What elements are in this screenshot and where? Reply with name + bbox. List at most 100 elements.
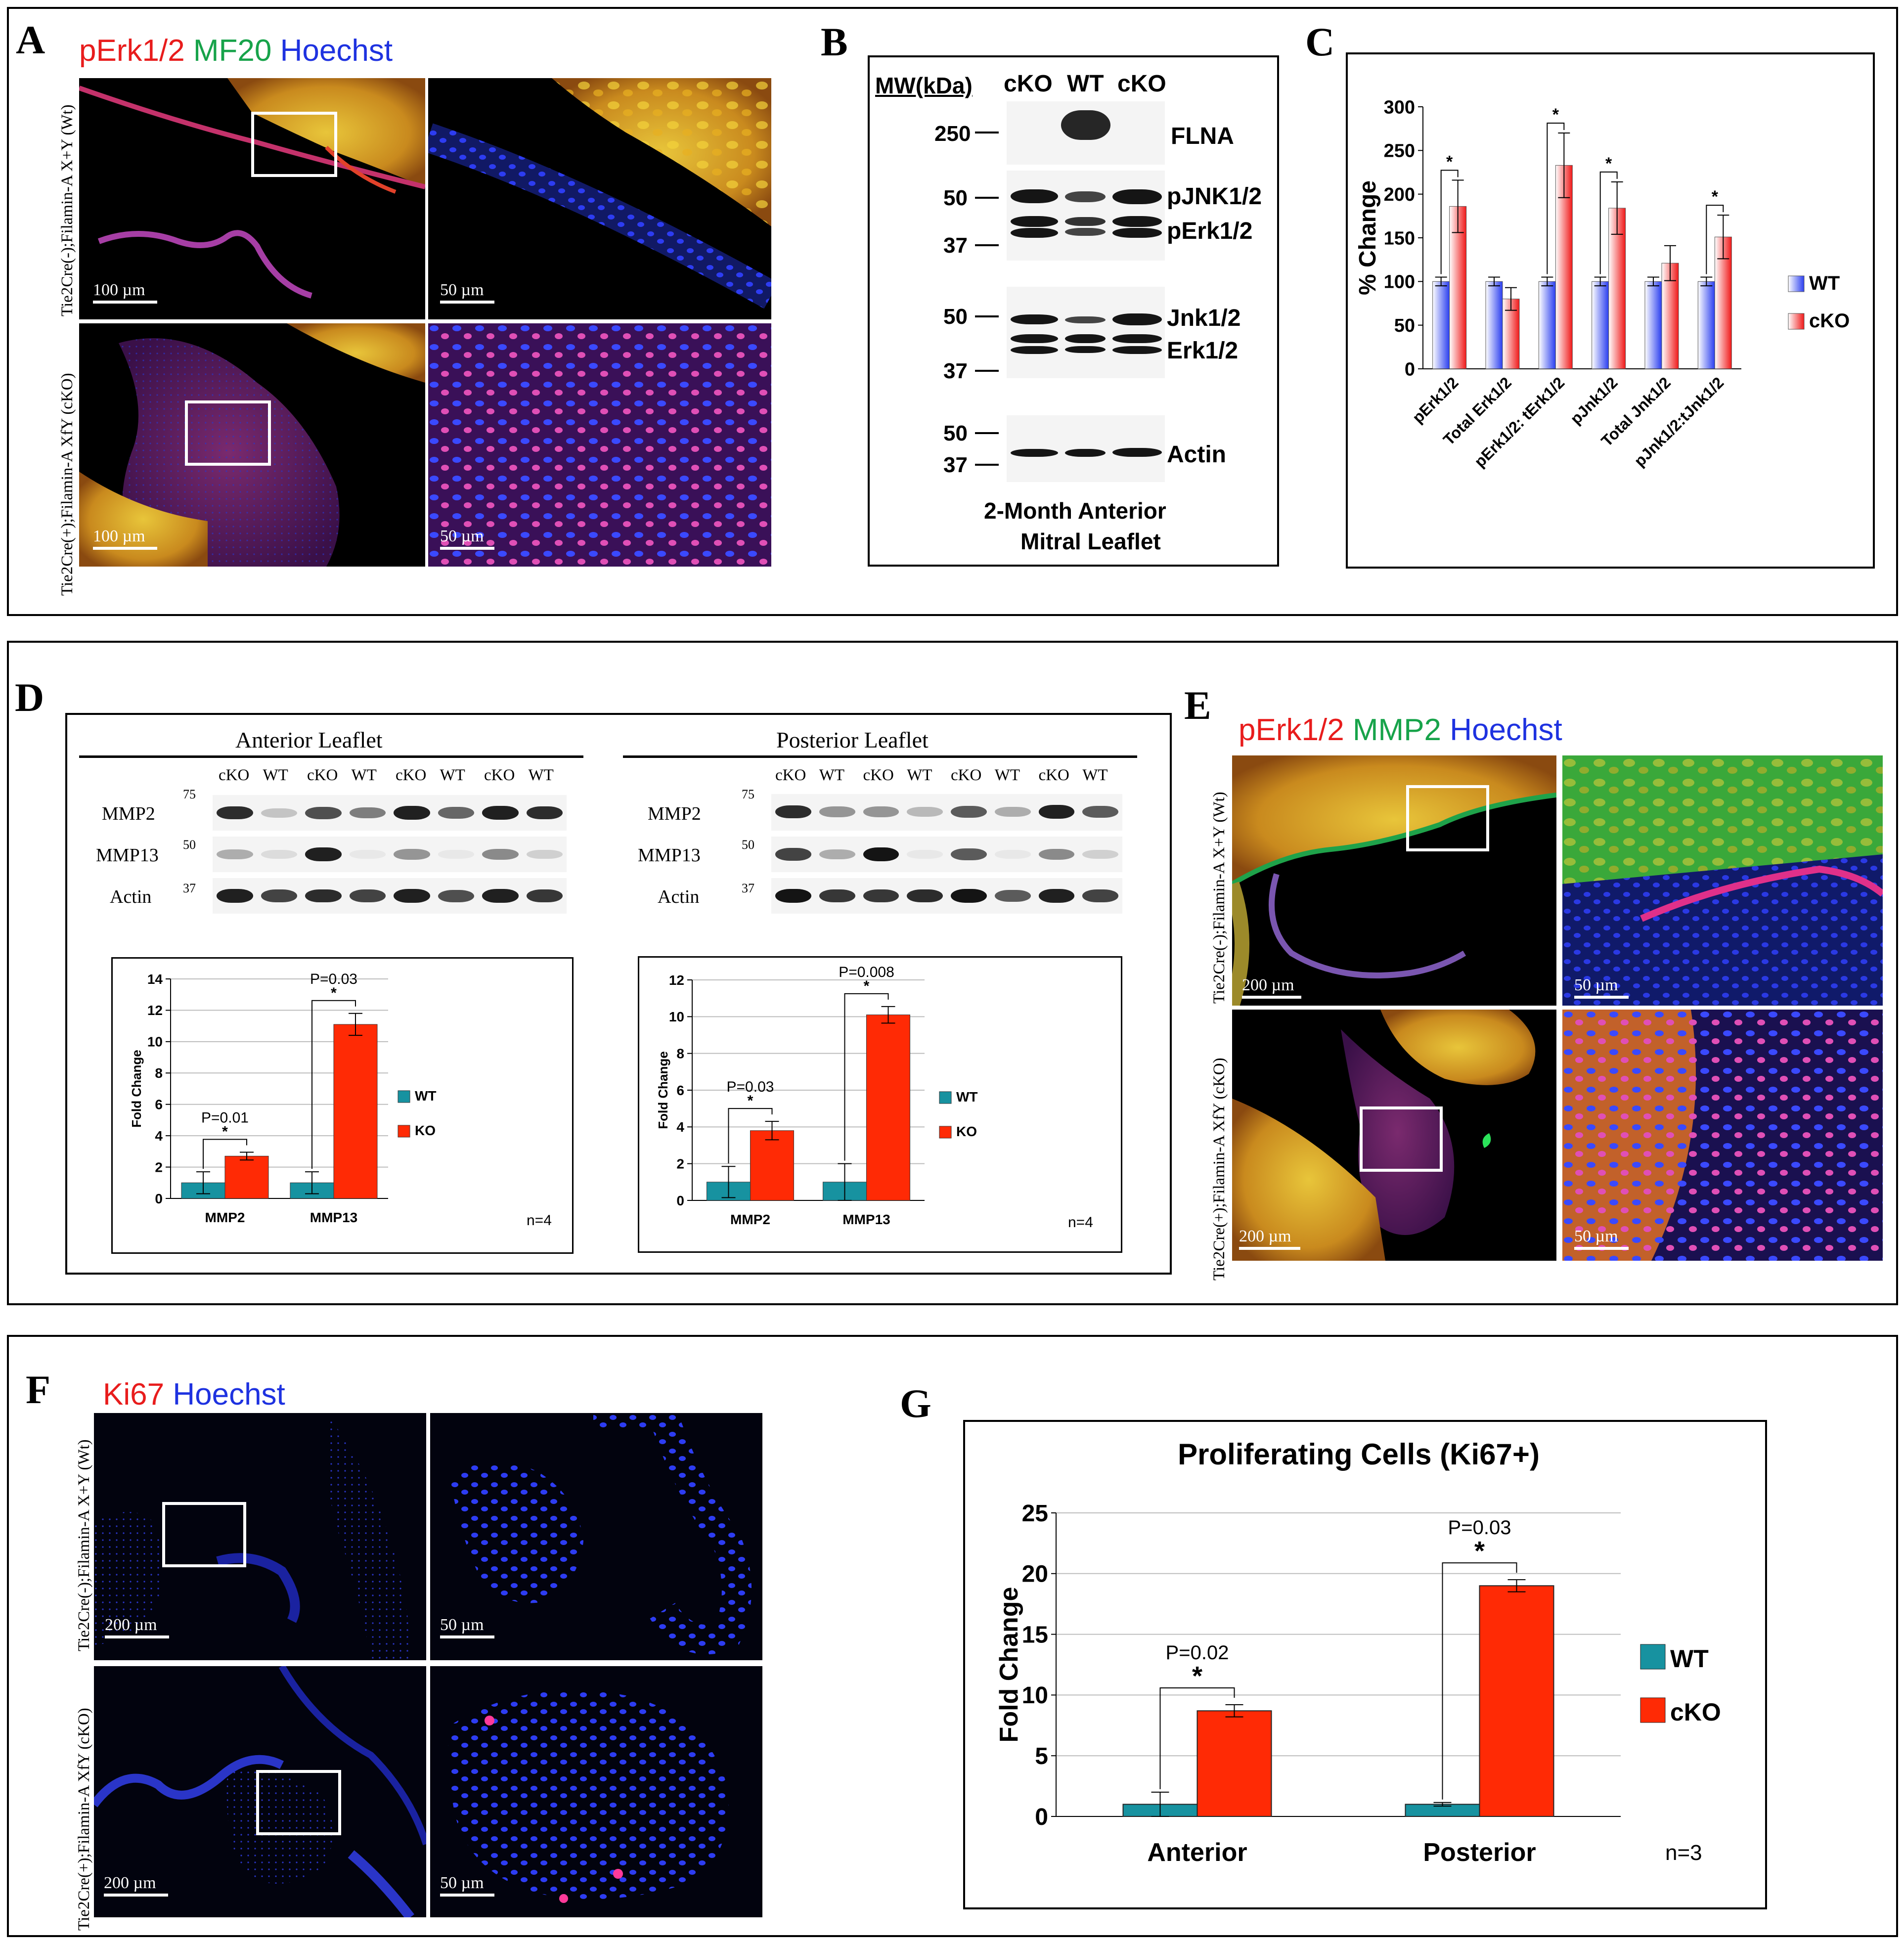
significance-bracket (1706, 205, 1724, 274)
panel-a-row-label-cko: Tie2Cre(+);Filamin-A XfY (cKO) (58, 373, 76, 596)
panel-d-mw-37-p: 37 (742, 881, 754, 895)
panel-d-lane-label: WT (440, 766, 465, 784)
bar-ko (750, 1130, 794, 1201)
legend-label-wt: WT (1670, 1645, 1709, 1673)
y-axis-label: Fold Change (129, 1050, 144, 1127)
panel-f-row-label-cko: Tie2Cre(+);Filamin-A XfY (cKO) (75, 1708, 93, 1931)
chart-title: Proliferating Cells (Ki67+) (1178, 1438, 1540, 1471)
y-axis-label: Fold Change (995, 1587, 1023, 1743)
panel-b-blot-flna (1007, 101, 1165, 165)
panel-f-image-cko-overview: 200 µm (94, 1666, 426, 1917)
blot-band (994, 806, 1031, 817)
significance-star: * (222, 1123, 228, 1140)
panel-d-frame (65, 713, 1172, 1275)
blot-band (305, 806, 342, 819)
category-label: Anterior (1147, 1838, 1247, 1867)
bar-cko (1555, 165, 1573, 369)
bar-wt (1485, 281, 1503, 369)
panel-d-row-mmp13-p: MMP13 (638, 845, 701, 866)
bar-cko (1479, 1585, 1554, 1817)
y-tick-label: 25 (1022, 1501, 1048, 1527)
legend-swatch-wt (398, 1090, 410, 1103)
significance-star: * (748, 1093, 753, 1109)
y-tick-label: 8 (155, 1065, 163, 1081)
blot-band (907, 850, 943, 859)
legend-swatch-wt (1788, 275, 1805, 292)
blot-band (217, 849, 253, 860)
legend-swatch-wt (1640, 1644, 1666, 1670)
panel-a-label: A (16, 17, 45, 62)
blot-band (438, 889, 474, 902)
panel-f-scale-1: 200 µm (105, 1616, 169, 1638)
panel-e-label: E (1184, 683, 1211, 728)
bar-cko (1196, 1710, 1272, 1817)
blot-band (994, 889, 1031, 902)
blot-band (482, 849, 519, 860)
panel-d-title-posterior: Posterior Leaflet (776, 727, 929, 752)
panel-a-inset-box-cko (185, 400, 271, 466)
sample-size: n=3 (1665, 1841, 1702, 1865)
panel-f-label: F (26, 1367, 51, 1412)
panel-b-mw-50b: 50 (943, 305, 968, 329)
panel-g-frame (963, 1420, 1767, 1909)
p-value: P=0.02 (1166, 1642, 1229, 1664)
y-tick-label: 15 (1022, 1622, 1048, 1648)
panel-d-lane-label: cKO (484, 766, 515, 784)
y-tick-label: 10 (669, 1009, 684, 1024)
blot-band (1082, 805, 1118, 818)
panel-b-band-erk: Erk1/2 (1167, 338, 1239, 364)
legend-swatch-cko (1788, 313, 1805, 330)
panel-d-blot-mmp2-a (213, 795, 567, 831)
panel-a-image-wt-zoom: 50 µm (428, 78, 771, 319)
panel-b-label: B (821, 19, 848, 64)
blot-band (951, 889, 987, 903)
blot-band (863, 806, 899, 817)
panel-b-mw-37b: 37 (943, 359, 968, 383)
legend-swatch-wt (939, 1091, 952, 1104)
blot-band (863, 847, 899, 861)
blot-band (1082, 849, 1118, 859)
blot-band (819, 806, 855, 817)
blot-band (907, 807, 943, 817)
blot-band (1038, 889, 1075, 903)
panel-f-stains: Ki67 Hoechst (103, 1379, 285, 1410)
y-tick-label: 250 (1384, 141, 1415, 162)
panel-e-image-cko-zoom: 50 µm (1562, 1010, 1883, 1261)
bar-ko (224, 1155, 269, 1199)
significance-star: * (1712, 187, 1719, 206)
panel-e-stains: pErk1/2 MMP2 Hoechst (1239, 715, 1562, 746)
panel-b-lane-2: WT (1067, 71, 1104, 97)
y-tick-label: 6 (155, 1097, 163, 1112)
bar-ko (866, 1015, 910, 1201)
panel-d-blot-mmp13-p (771, 837, 1122, 872)
panel-d-blot-mmp2-p (771, 794, 1122, 831)
panel-d-lane-label: cKO (863, 766, 894, 784)
panel-d-lane-label: WT (907, 766, 932, 784)
p-value: P=0.008 (839, 964, 894, 980)
significance-star: * (1605, 154, 1612, 173)
panel-d-blot-actin-a (213, 878, 567, 914)
y-tick-label: 150 (1384, 228, 1415, 249)
p-value: P=0.03 (310, 971, 357, 987)
stain-mmp2-e: MMP2 (1352, 713, 1442, 747)
panel-e-scale-3: 200 µm (1239, 1227, 1300, 1250)
bar-cko (1449, 206, 1467, 369)
significance-star: * (864, 978, 870, 994)
category-label: MMP2 (205, 1210, 245, 1225)
blot-band (482, 889, 519, 903)
y-tick-label: 2 (155, 1159, 163, 1175)
legend-swatch-cko (1640, 1697, 1666, 1723)
panel-g-label: G (900, 1381, 931, 1426)
panel-b-blot-pjnk (1007, 171, 1165, 261)
significance-star: * (1192, 1661, 1202, 1691)
y-tick-label: 4 (155, 1128, 163, 1144)
panel-b-band-jnk: Jnk1/2 (1167, 305, 1241, 331)
panel-b-mw-50c: 50 (943, 421, 968, 445)
panel-g-chart: 0 5 10 15 20 25 Fold Change Proliferating Cells… (995, 1438, 1721, 1867)
panel-b-mw-ticks (975, 132, 999, 466)
panel-a-image-cko-overview: 100 µm (79, 323, 425, 567)
legend-label-wt: WT (1809, 272, 1840, 294)
blot-band (819, 889, 855, 903)
